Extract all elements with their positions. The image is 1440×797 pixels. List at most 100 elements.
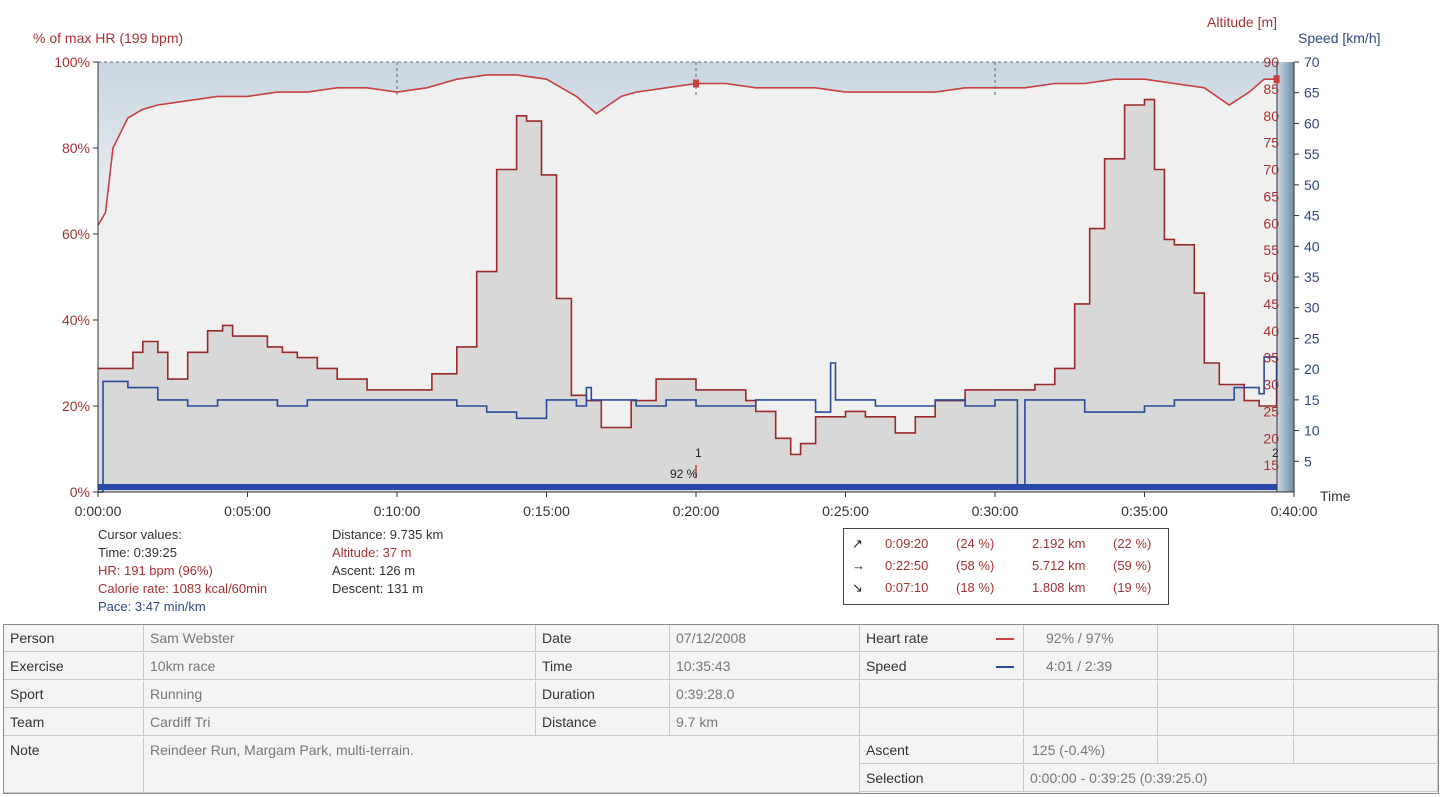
downhill-distance-pct: (19 %) <box>1113 580 1152 595</box>
altitude-series-line <box>98 98 1278 456</box>
altitude-tick-label: 70 <box>1263 162 1279 178</box>
selection-bar[interactable] <box>98 484 1277 490</box>
speed-tick-label: 5 <box>1304 453 1312 469</box>
altitude-axis-title: Altitude [m] <box>1207 14 1277 30</box>
x-tick-label: 0:25:00 <box>822 503 869 519</box>
team-label: Team <box>4 709 144 736</box>
speed-tick-label: 45 <box>1304 208 1320 224</box>
x-tick-label: 0:40:00 <box>1271 503 1318 519</box>
empty-cell <box>1158 653 1294 680</box>
slope-row-downhill: ↘ 0:07:10 (18 %) 1.808 km (19 %) <box>844 577 1168 599</box>
empty-cell <box>1294 625 1438 652</box>
left-tick-label: 40% <box>62 312 90 328</box>
empty-cell <box>1024 681 1158 708</box>
flat-arrow-icon: → <box>852 558 865 573</box>
x-tick-label: 0:20:00 <box>673 503 720 519</box>
altitude-tick-label: 50 <box>1263 269 1279 285</box>
left-tick-label: 60% <box>62 226 90 242</box>
date-value[interactable]: 07/12/2008 <box>670 625 860 652</box>
heart-rate-value: 92% / 97% <box>1024 625 1158 652</box>
hr-legend-line <box>996 638 1014 640</box>
duration-value[interactable]: 0:39:28.0 <box>670 681 860 708</box>
x-tick-label: 0:05:00 <box>224 503 271 519</box>
left-tick-label: 80% <box>62 140 90 156</box>
axis-ticks: 0%20%40%60%80%100%1520253035404550556065… <box>54 54 1320 519</box>
date-label: Date <box>536 625 670 652</box>
speed-series-line <box>98 356 1278 493</box>
speed-tick-label: 55 <box>1304 146 1320 162</box>
exercise-chart[interactable]: 0%20%40%60%80%100%1520253035404550556065… <box>0 0 1440 620</box>
empty-cell <box>1294 737 1438 764</box>
cursor-pace: Pace: 3:47 min/km <box>98 599 206 614</box>
flat-distance-pct: (59 %) <box>1113 558 1152 573</box>
left-tick-label: 0% <box>70 484 90 500</box>
cursor-hr: HR: 191 bpm (96%) <box>98 563 213 578</box>
ascent-value: 125 (-0.4%) <box>1024 737 1158 764</box>
empty-cell <box>1158 709 1294 736</box>
empty-cell <box>1294 709 1438 736</box>
speed-tick-label: 15 <box>1304 392 1320 408</box>
exercise-value[interactable]: 10km race <box>144 653 536 680</box>
ascent-label: Ascent <box>860 737 1024 764</box>
speed-tick-label: 30 <box>1304 300 1320 316</box>
speed-tick-label: 50 <box>1304 177 1320 193</box>
sport-label: Sport <box>4 681 144 708</box>
cursor-calorie-rate: Calorie rate: 1083 kcal/60min <box>98 581 268 596</box>
downhill-arrow-icon: ↘ <box>852 580 863 595</box>
distance-label: Distance <box>536 709 670 736</box>
x-tick-label: 0:10:00 <box>374 503 421 519</box>
altitude-tick-label: 20 <box>1263 430 1279 446</box>
speed-tick-label: 25 <box>1304 330 1320 346</box>
speed-tick-label: 40 <box>1304 238 1320 254</box>
empty-cell <box>1158 737 1294 764</box>
altitude-tick-label: 35 <box>1263 350 1279 366</box>
sport-value[interactable]: Running <box>144 681 536 708</box>
altitude-tick-label: 85 <box>1263 81 1279 97</box>
empty-cell <box>1294 653 1438 680</box>
person-value[interactable]: Sam Webster <box>144 625 536 652</box>
empty-cell <box>860 709 1024 736</box>
hr-area-fill <box>98 62 1277 226</box>
note-value[interactable]: Reindeer Run, Margam Park, multi-terrain… <box>144 737 860 793</box>
team-value[interactable]: Cardiff Tri <box>144 709 536 736</box>
hr-marker-2[interactable] <box>1273 75 1280 84</box>
speed-label: Speed <box>860 653 1024 680</box>
altitude-tick-label: 90 <box>1263 54 1279 70</box>
time-value[interactable]: 10:35:43 <box>670 653 860 680</box>
speed-tick-label: 70 <box>1304 54 1320 70</box>
marker-1-label: 1 <box>695 446 702 460</box>
altitude-tick-label: 55 <box>1263 242 1279 258</box>
cursor-distance: Distance: 9.735 km <box>332 527 444 542</box>
slope-row-uphill: ↗ 0:09:20 (24 %) 2.192 km (22 %) <box>844 533 1168 555</box>
cursor-altitude: Altitude: 37 m <box>332 545 412 560</box>
speed-axis-title: Speed [km/h] <box>1298 30 1381 46</box>
cursor-distance-panel: Distance: 9.735 km Altitude: 37 m Ascent… <box>332 526 443 598</box>
x-tick-label: 0:35:00 <box>1121 503 1168 519</box>
distance-value[interactable]: 9.7 km <box>670 709 860 736</box>
speed-tick-label: 10 <box>1304 423 1320 439</box>
flat-time: 0:22:50 <box>885 558 929 573</box>
hr-marker-1[interactable] <box>693 79 699 88</box>
empty-cell <box>1024 709 1158 736</box>
uphill-time-pct: (24 %) <box>956 536 995 551</box>
cursor-time: Time: 0:39:25 <box>98 545 178 560</box>
x-tick-label: 0:00:00 <box>75 503 122 519</box>
speed-value: 4:01 / 2:39 <box>1024 653 1158 680</box>
cursor-ascent: Ascent: 126 m <box>332 563 416 578</box>
altitude-tick-label: 75 <box>1263 135 1279 151</box>
altitude-tick-label: 80 <box>1263 108 1279 124</box>
flat-distance: 5.712 km <box>1032 558 1086 573</box>
left-axis-title: % of max HR (199 bpm) <box>33 30 183 46</box>
time-label: Time <box>536 653 670 680</box>
hr-series-line <box>97 74 1277 226</box>
selection-label: Selection <box>860 765 1024 792</box>
exercise-summary-table: Person Sam Webster Date 07/12/2008 Heart… <box>3 624 1439 794</box>
gridlines <box>98 61 1277 96</box>
speed-tick-label: 60 <box>1304 115 1320 131</box>
left-tick-label: 20% <box>62 398 90 414</box>
uphill-distance: 2.192 km <box>1032 536 1086 551</box>
uphill-distance-pct: (22 %) <box>1113 536 1152 551</box>
altitude-tick-label: 25 <box>1263 403 1279 419</box>
right-side-strip <box>1277 62 1294 492</box>
selection-value: 0:00:00 - 0:39:25 (0:39:25.0) <box>1024 765 1438 792</box>
